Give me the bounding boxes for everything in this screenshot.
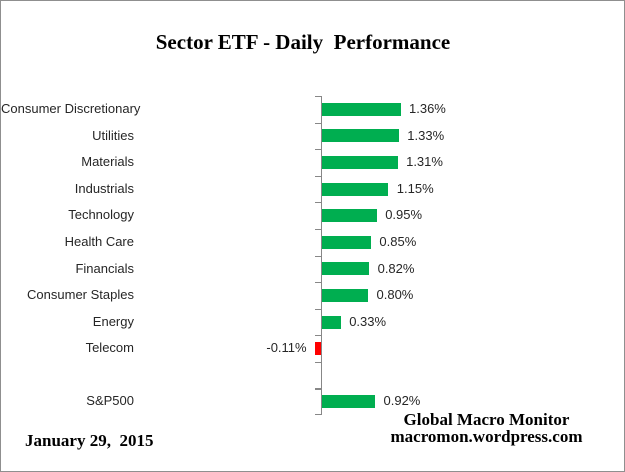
value-label: 1.36%: [409, 101, 446, 116]
axis-tick: [315, 361, 321, 363]
axis-tick: [315, 228, 321, 231]
chart-title: Sector ETF - Daily Performance: [155, 30, 451, 54]
category-label: Health Care: [64, 233, 134, 249]
value-label: 0.92%: [383, 393, 421, 409]
category-label: [1, 362, 134, 389]
category-label: S&P500: [86, 393, 134, 409]
category-label: Financials: [75, 260, 134, 276]
attribution: Global Macro Monitor macromon.wordpress.…: [374, 411, 599, 445]
attribution-line2: macromon.wordpress.com: [390, 427, 583, 446]
bar-positive: [321, 156, 398, 169]
attribution-line1: Global Macro Monitor: [403, 410, 570, 429]
category-label: Energy: [92, 313, 134, 329]
value-label: 1.33%: [407, 127, 445, 143]
bar-positive: [321, 235, 372, 249]
axis-tick: [315, 388, 321, 390]
category-label: Materials: [81, 154, 134, 170]
axis-tick: [315, 255, 321, 257]
value-label: 0.95%: [385, 207, 423, 223]
plot-area: Consumer Discretionary 1.36% Utilities 1.33…: [1, 96, 624, 416]
bar-positive: [321, 288, 369, 302]
category-axis-line: [321, 96, 323, 415]
bar-positive: [321, 262, 370, 276]
value-label: 1.31%: [406, 154, 443, 170]
value-label: 0.33%: [349, 313, 387, 329]
value-label: 0.80%: [376, 287, 414, 303]
category-label: Telecom: [85, 340, 134, 356]
bar-positive: [321, 182, 389, 196]
value-label: -0.11%: [266, 340, 307, 356]
axis-tick: [315, 282, 321, 284]
category-label: Utilities: [92, 127, 134, 143]
axis-tick: [315, 335, 321, 337]
category-label: Technology: [68, 207, 134, 223]
axis-tick: [315, 414, 321, 416]
date-label: January 29, 2015: [25, 431, 154, 450]
bar-positive: [321, 129, 399, 143]
axis-tick: [315, 96, 321, 98]
axis-tick: [315, 122, 321, 124]
bar-positive: [321, 315, 341, 329]
category-label: Consumer Staples: [27, 287, 134, 303]
bar-negative: [314, 342, 321, 355]
category-label: Consumer Discretionary: [1, 101, 141, 116]
value-label: 0.85%: [379, 233, 417, 249]
axis-tick: [315, 308, 321, 310]
axis-tick: [315, 175, 321, 177]
axis-tick: [315, 149, 321, 151]
axis-tick: [315, 202, 321, 204]
bar-positive: [321, 102, 401, 116]
value-label: 1.15%: [396, 180, 434, 196]
category-label: Industrials: [74, 180, 134, 196]
bar-positive: [321, 395, 376, 409]
value-label: 0.82%: [377, 260, 415, 276]
bar-positive: [321, 209, 377, 223]
